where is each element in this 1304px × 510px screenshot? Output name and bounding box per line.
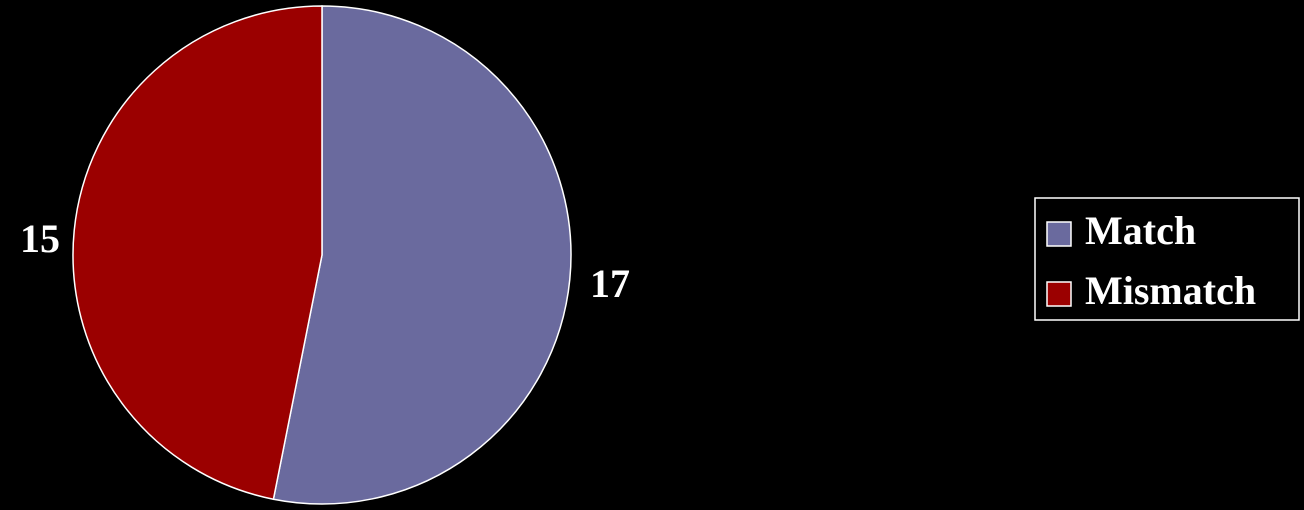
- pie-slices: [72, 5, 572, 505]
- legend: Match Mismatch: [1034, 197, 1300, 321]
- pie-slice-match: [272, 5, 572, 505]
- legend-swatch-mismatch: [1046, 281, 1072, 307]
- data-label-mismatch: 15: [20, 216, 60, 261]
- legend-entry-mismatch: Mismatch: [1085, 268, 1256, 313]
- pie-data-labels: 17 15: [20, 216, 630, 306]
- legend-swatch-match: [1046, 221, 1072, 247]
- pie-slice-mismatch: [72, 5, 323, 501]
- data-label-match: 17: [590, 261, 630, 306]
- legend-entry-match: Match: [1085, 208, 1196, 253]
- legend-box: [1034, 197, 1300, 321]
